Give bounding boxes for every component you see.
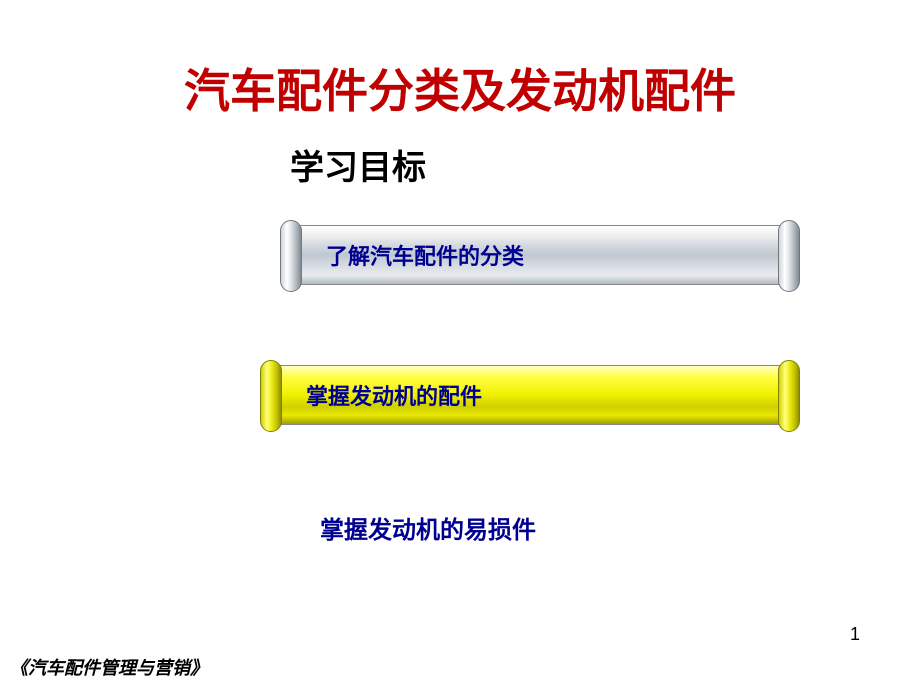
- scroll-cap-left-icon: [280, 220, 302, 292]
- scroll-cap-right-icon: [778, 220, 800, 292]
- footer: 《汽车配件管理与营销》: [10, 654, 208, 680]
- objective-2-text: 掌握发动机的配件: [306, 379, 482, 411]
- scroll-cap-left-icon: [260, 360, 282, 432]
- objective-3: 掌握发动机的易损件: [320, 510, 536, 545]
- slide-title: 汽车配件分类及发动机配件: [0, 55, 920, 121]
- slide-subtitle: 学习目标: [290, 140, 426, 189]
- subtitle-text: 学习目标: [290, 150, 426, 187]
- objective-bar-2: 掌握发动机的配件: [265, 365, 795, 425]
- objective-1-text: 了解汽车配件的分类: [326, 239, 524, 271]
- title-text: 汽车配件分类及发动机配件: [184, 66, 736, 117]
- objective-bar-1: 了解汽车配件的分类: [285, 225, 795, 285]
- scroll-cap-right-icon: [778, 360, 800, 432]
- page-number: 1: [850, 624, 860, 645]
- page-number-text: 1: [850, 624, 860, 644]
- objective-3-text: 掌握发动机的易损件: [320, 518, 536, 544]
- footer-text: 《汽车配件管理与营销》: [10, 658, 208, 678]
